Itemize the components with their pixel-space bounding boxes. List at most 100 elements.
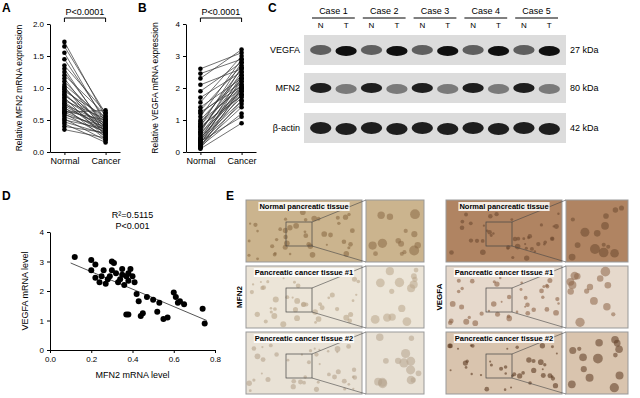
texture <box>275 238 278 241</box>
texture <box>252 346 257 351</box>
texture <box>504 388 507 391</box>
pair-line <box>64 98 105 138</box>
texture <box>471 373 473 375</box>
x-axis: NormalCancer <box>186 152 256 166</box>
texture <box>510 386 512 388</box>
tick-mark <box>183 24 186 25</box>
point <box>198 124 203 129</box>
texture <box>293 223 299 229</box>
texture <box>603 213 609 219</box>
texture <box>336 369 341 374</box>
pair-line <box>64 69 105 130</box>
point <box>198 136 203 141</box>
marks <box>71 254 208 326</box>
point <box>62 51 67 56</box>
point <box>239 76 244 81</box>
tick-label: 0.0 <box>45 355 57 364</box>
tick-mark <box>47 350 50 351</box>
band <box>361 45 382 55</box>
texture <box>601 222 609 230</box>
point <box>198 71 203 76</box>
tissue-label: Pancreatic cancer tissue #1 <box>255 268 353 277</box>
pair-line <box>64 110 105 133</box>
texture <box>252 378 255 381</box>
texture <box>613 353 618 358</box>
texture <box>463 319 469 325</box>
texture <box>403 317 412 326</box>
band <box>488 84 509 94</box>
marks <box>198 47 244 151</box>
point <box>127 266 133 272</box>
pair-line <box>200 86 241 112</box>
pair-line <box>64 119 105 141</box>
texture <box>499 367 503 371</box>
point <box>62 57 67 62</box>
texture <box>512 372 516 376</box>
annotation: R²=0.5115 <box>112 210 154 220</box>
lane-label: N <box>470 21 476 30</box>
texture <box>280 321 286 327</box>
texture <box>347 213 350 216</box>
point <box>198 131 203 136</box>
tick-mark <box>174 350 175 353</box>
protein-label: VEGFA <box>270 45 300 55</box>
texture <box>487 230 492 235</box>
tissue-image <box>446 332 562 394</box>
tissue-image <box>246 200 362 262</box>
texture <box>326 244 328 246</box>
zoom-line <box>312 246 366 262</box>
band <box>513 83 534 93</box>
point <box>62 127 67 132</box>
pair-line <box>200 78 241 144</box>
texture <box>517 373 522 378</box>
texture <box>307 360 311 364</box>
texture <box>266 280 269 283</box>
axis-line <box>50 25 51 153</box>
texture <box>350 228 355 233</box>
texture <box>584 288 589 293</box>
texture <box>536 242 540 246</box>
point <box>198 146 203 151</box>
tick: Normal <box>186 152 215 166</box>
point <box>99 273 105 279</box>
point <box>239 99 244 104</box>
texture <box>551 237 554 240</box>
texture <box>387 213 393 219</box>
tick-mark <box>133 350 134 353</box>
tick-label: 3 <box>40 258 45 267</box>
label-background <box>458 202 549 211</box>
texture <box>255 353 261 359</box>
zoom-frame <box>486 288 512 312</box>
texture <box>317 381 320 384</box>
tick-mark <box>183 152 186 153</box>
panel-label: E <box>226 189 234 203</box>
texture <box>488 214 493 219</box>
point <box>92 275 98 281</box>
point <box>107 273 113 279</box>
band <box>386 123 407 135</box>
texture <box>261 346 263 348</box>
case-label: Case 4 <box>472 6 501 16</box>
texture <box>293 307 298 312</box>
texture <box>594 230 601 237</box>
zoom-line <box>512 312 566 328</box>
texture <box>490 363 493 366</box>
case-underline <box>515 18 558 19</box>
texture <box>524 306 526 308</box>
inset-image <box>566 200 628 262</box>
texture <box>519 288 522 291</box>
texture <box>270 310 273 313</box>
texture <box>469 238 473 242</box>
tissue-label: Pancreatic cancer tissue #1 <box>455 268 553 277</box>
inset-image <box>566 266 628 328</box>
tick: 2.0 <box>33 20 50 29</box>
texture <box>448 344 453 349</box>
texture <box>273 307 277 311</box>
texture <box>603 303 610 310</box>
texture <box>373 251 378 256</box>
point <box>101 267 107 273</box>
lane-label: N <box>419 21 425 30</box>
texture <box>250 290 254 294</box>
point <box>62 44 67 49</box>
texture <box>374 378 382 386</box>
